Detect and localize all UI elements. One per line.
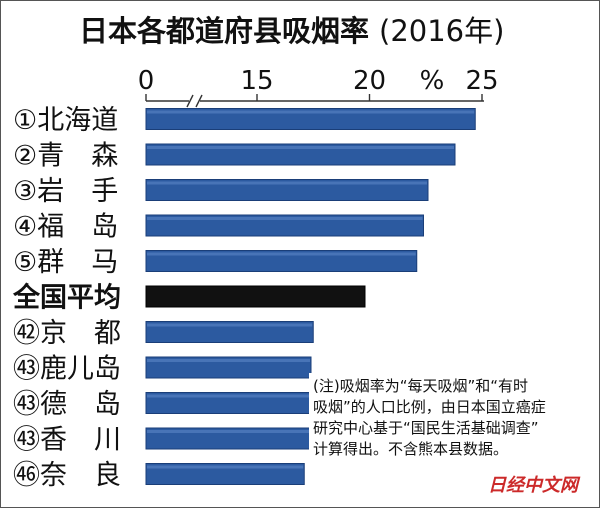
bar-highlight [147,252,416,256]
x-tick-label: 20 [353,66,386,96]
watermark: 日经中文网 [488,475,581,496]
category-label: ⑤群 马 [13,247,118,278]
category-label: ㊸德 岛 [13,389,121,420]
note-line: 吸烟”的人口比例，由日本国立癌症 [313,398,546,416]
note-line: (注)吸烟率为“每天吸烟”和“有时 [313,377,528,395]
category-label: ④福 岛 [13,212,118,243]
bar-highlight [147,323,313,327]
bar-highlight [147,359,310,362]
bar [145,356,312,379]
x-tick-label: 25 [465,66,498,96]
bar-highlight [147,465,304,469]
axis-break-mark [195,94,203,108]
category-label: ①北海道 [13,105,118,136]
chart-note: (注)吸烟率为“每天吸烟”和“有时吸烟”的人口比例，由日本国立癌症研究中心基于“… [313,377,546,458]
bar-highlight [147,430,310,433]
x-axis: 0 15 20 25% [138,66,499,108]
axis-break-gap [189,95,200,107]
category-label: 全国平均 [12,282,121,314]
chart-title: 日本各都道府县吸烟率 [79,14,369,48]
bar-highlight [147,394,310,398]
bar-highlight [147,181,427,185]
x-tick-label: 15 [240,66,273,96]
bar [145,463,305,485]
category-label: ②青 森 [13,141,118,172]
note-line: 研究中心基于“国民生活基础调查” [313,419,539,437]
category-label: ㊻奈 良 [13,460,121,491]
axis-break-mark [186,94,194,108]
chart-title-year: (2016年) [379,14,504,48]
note-line: 计算得出。不含熊本县数据。 [313,440,508,458]
bar [145,285,366,308]
bar-highlight [147,146,454,149]
category-label: ③岩 手 [13,176,118,207]
bars [145,108,476,485]
bar [145,143,456,166]
unit-label: % [420,66,445,96]
bar [145,321,314,343]
note-background [309,373,599,461]
x-tick-label: 0 [138,66,155,96]
bar [145,214,424,237]
category-label: ㊸香 川 [13,425,121,456]
bar-highlight [147,217,423,220]
category-label: ㊷京 都 [13,318,121,349]
bar-highlight [147,110,475,114]
bar [145,108,476,130]
bar [145,250,418,272]
bar [145,179,429,201]
category-label: ㊸鹿儿岛 [13,354,121,385]
